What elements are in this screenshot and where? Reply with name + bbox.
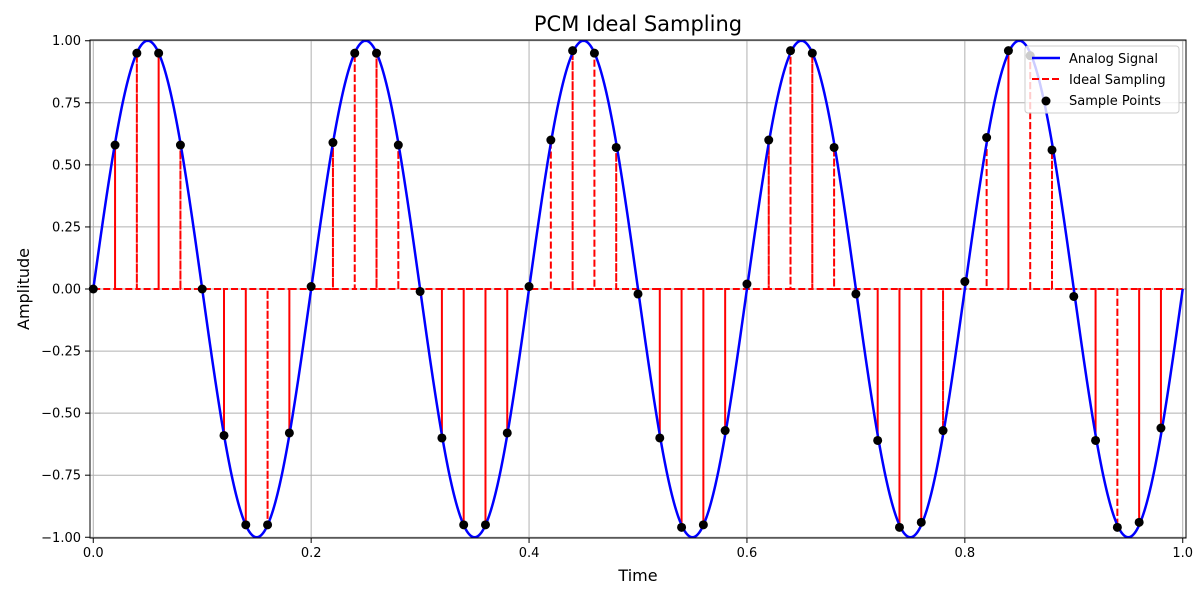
y-tick-label: −1.00 [41,531,81,546]
sample-point [110,140,120,150]
y-tick-label: 0.25 [52,220,81,235]
sample-point [829,142,839,152]
sample-point [568,46,578,56]
y-tick-label: −0.50 [41,407,81,422]
sample-point [459,520,469,530]
legend-analog-label: Analog Signal [1069,52,1158,67]
sample-point [284,428,294,438]
legend-points-label: Sample Points [1069,94,1161,109]
sample-point [742,279,752,289]
legend-sampling-label: Ideal Sampling [1069,73,1166,88]
y-tick-label: 0.75 [52,96,81,111]
sample-point [1047,145,1057,155]
analog-signal-line [92,39,1184,539]
sample-point [350,48,360,58]
x-axis-ticks: 0.0 0.2 0.4 0.6 0.8 1.0 [83,538,1193,561]
sample-point [720,426,730,436]
sample-point [546,135,556,145]
sample-point [263,520,273,530]
y-tick-label: 0.50 [52,158,81,173]
sample-point [480,520,490,530]
sample-point [197,284,207,294]
sample-point [88,284,98,294]
x-tick-label: 0.0 [83,546,104,561]
sample-point [1156,423,1166,433]
sample-point [328,138,338,148]
sample-point [807,48,817,58]
y-tick-label: 1.00 [52,34,81,49]
legend-points-swatch [1041,96,1051,106]
sample-point [633,289,643,299]
sample-point [502,428,512,438]
sample-point [655,433,665,443]
x-tick-label: 1.0 [1172,546,1193,561]
y-tick-label: −0.75 [41,469,81,484]
y-axis-ticks: −1.00 −0.75 −0.50 −0.25 0.00 0.25 0.50 0.75 1.00 [41,34,90,546]
sample-point [154,48,164,58]
sample-point [851,289,861,299]
sample-point [393,140,403,150]
sample-point [132,48,142,58]
chart-title: PCM Ideal Sampling [534,12,742,36]
x-tick-label: 0.6 [737,546,758,561]
sample-point [437,433,447,443]
sample-point [764,135,774,145]
y-tick-label: 0.00 [52,283,81,298]
sample-point [1112,522,1122,532]
x-tick-label: 0.4 [519,546,540,561]
sample-point [916,517,926,527]
sample-point [219,430,229,440]
x-tick-label: 0.2 [301,546,322,561]
sample-points-series [88,46,1166,532]
sample-point [1134,517,1144,527]
sample-point [960,277,970,287]
sample-point [1091,435,1101,445]
sample-point [175,140,185,150]
x-axis-label: Time [617,566,657,585]
sample-point [982,133,992,143]
y-tick-label: −0.25 [41,345,81,360]
analog-signal-series [92,39,1184,539]
sample-point [938,426,948,436]
sample-point [1069,291,1079,301]
sample-point [415,286,425,296]
legend-box [1024,45,1180,114]
x-tick-label: 0.8 [954,546,975,561]
legend: Analog Signal Ideal Sampling Sample Poin… [1024,45,1180,114]
sample-point [306,282,316,292]
sample-point [677,522,687,532]
sample-point [241,520,251,530]
sample-point [524,282,534,292]
sample-point [372,48,382,58]
sample-point [589,48,599,58]
sample-point [873,435,883,445]
sample-point [698,520,708,530]
y-axis-label: Amplitude [14,248,33,330]
sample-point [786,46,796,56]
sample-point [611,142,621,152]
sample-point [1003,46,1013,56]
sample-point [894,522,904,532]
